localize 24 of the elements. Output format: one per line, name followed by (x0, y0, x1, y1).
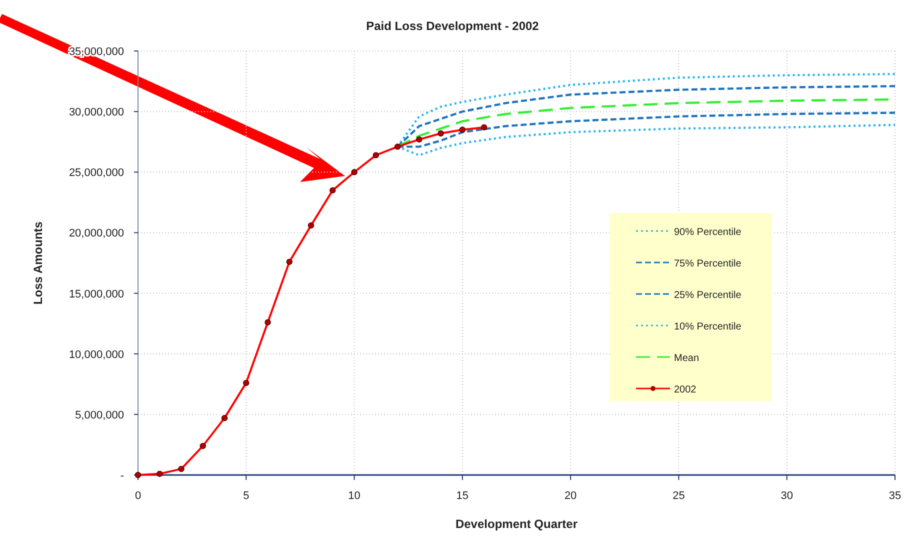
y-tick-label: 25,000,000 (68, 167, 124, 180)
x-tick-label: 35 (888, 490, 902, 502)
legend-label: 25% Percentile (674, 290, 742, 301)
legend-label: 90% Percentile (674, 227, 742, 238)
y-tick-label: 5,000,000 (75, 409, 124, 422)
legend-label: 10% Percentile (674, 322, 742, 332)
x-tick-label: 15 (456, 490, 469, 502)
x-tick-label: 0 (134, 490, 142, 502)
y-axis-title: Loss Amounts (31, 221, 45, 304)
y-tick-label: 30,000,000 (68, 106, 124, 119)
chart-title: Paid Loss Development - 2002 (366, 19, 540, 33)
y-tick-label: 10,000,000 (68, 348, 124, 361)
x-tick-label: 20 (564, 490, 577, 502)
legend-label: 75% Percentile (674, 258, 742, 270)
y-tick-label: - (120, 470, 124, 482)
legend-label: Mean (674, 353, 700, 364)
x-tick-label: 25 (672, 490, 685, 502)
x-tick-label: 10 (348, 490, 360, 502)
y-tick-label: 20,000,000 (68, 228, 124, 240)
y-tick-label: 15,000,000 (68, 288, 124, 300)
x-axis-title: Development Quarter (455, 517, 578, 531)
legend-label: 2002 (674, 384, 697, 396)
x-tick-label: 30 (780, 490, 793, 502)
x-tick-label: 5 (243, 490, 250, 502)
